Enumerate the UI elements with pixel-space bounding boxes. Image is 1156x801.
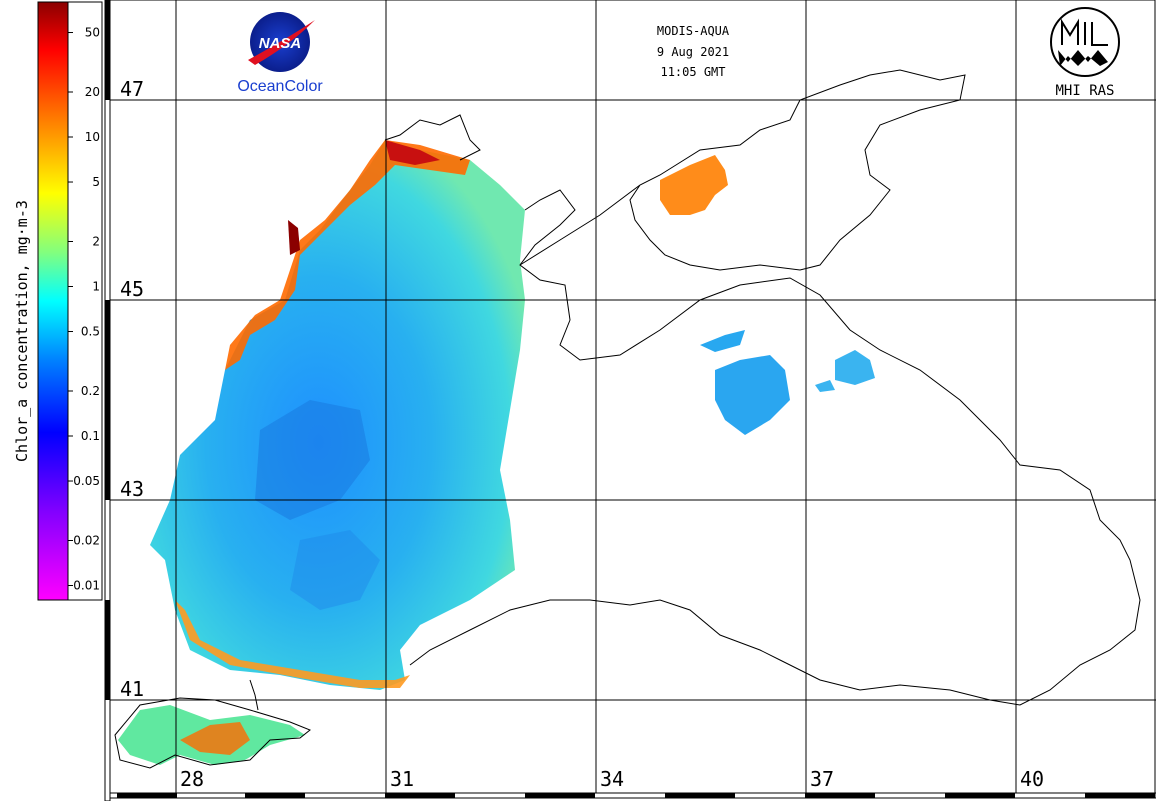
lon-label-40: 40 xyxy=(1020,767,1044,791)
colorbar-ticks: 50 20 10 5 2 1 0.5 0.2 0.1 0.05 0.02 0.01 xyxy=(68,26,100,593)
oceancolor-text: OceanColor xyxy=(237,78,323,95)
coastal-high-south xyxy=(175,600,410,688)
coastline-west-marmara xyxy=(114,697,311,769)
left-scale-bar xyxy=(104,0,111,801)
lat-label-47: 47 xyxy=(120,77,144,101)
east-patch-1 xyxy=(715,355,790,435)
nasa-wordmark: NASA xyxy=(259,35,302,52)
colorbar-tick-label: 0.02 xyxy=(73,534,100,548)
colorbar-frame xyxy=(67,1,103,601)
azov-chlorophyll xyxy=(660,155,728,215)
graticule xyxy=(110,0,1156,793)
colorbar-tick-label: 1 xyxy=(92,280,100,294)
map-frame xyxy=(109,0,1156,794)
colorbar-tick-label: 20 xyxy=(85,85,100,99)
lon-label-28: 28 xyxy=(180,767,204,791)
chlorophyll-low-swirl xyxy=(290,530,380,610)
colorbar-tick-label: 10 xyxy=(85,130,100,144)
mhi-letters-icon xyxy=(1061,18,1108,46)
mhi-logo: MHI RAS xyxy=(1050,7,1120,99)
lat-label-45: 45 xyxy=(120,277,144,301)
marmara-high xyxy=(180,722,250,755)
colorbar-tick-label: 0.05 xyxy=(73,474,100,488)
colorbar-tick-label: 0.01 xyxy=(73,579,100,593)
dniester-liman xyxy=(288,220,300,255)
lon-label-34: 34 xyxy=(600,767,624,791)
lon-label-37: 37 xyxy=(810,767,834,791)
bosporus-connection xyxy=(249,679,259,711)
east-patch-4 xyxy=(815,380,835,392)
coastal-high-north xyxy=(225,140,470,370)
colorbar-tick-label: 2 xyxy=(92,235,100,249)
colorbar-title: Chlor_a concentration, mg·m-3 xyxy=(13,200,31,462)
sensor-label: MODIS-AQUA xyxy=(657,24,730,38)
lon-label-31: 31 xyxy=(390,767,414,791)
bottom-scale-bar xyxy=(109,792,1156,799)
mhi-waves-icon xyxy=(1058,50,1108,66)
lat-label-43: 43 xyxy=(120,477,144,501)
mhi-ras-text: MHI RAS xyxy=(1055,83,1114,99)
map-area: 47 45 43 41 28 31 34 37 40 xyxy=(109,0,1156,794)
colorbar-tick-label: 5 xyxy=(92,175,100,189)
nasa-logo: NASA OceanColor xyxy=(237,12,323,95)
chlorophyll-low-core xyxy=(255,400,370,520)
coastline-north xyxy=(384,114,481,161)
colorbar: 50 20 10 5 2 1 0.5 0.2 0.1 0.05 0.02 0.01 Chlor_a c… xyxy=(13,1,103,601)
date-label: 9 Aug 2021 xyxy=(657,45,729,59)
header-info: MODIS-AQUA 9 Aug 2021 11:05 GMT xyxy=(657,24,730,79)
time-label: 11:05 GMT xyxy=(660,65,725,79)
colorbar-tick-label: 0.2 xyxy=(81,384,100,398)
coastline-east xyxy=(409,189,1141,706)
coastal-very-high xyxy=(385,140,440,165)
colorbar-tick-label: 50 xyxy=(85,26,100,40)
lat-label-41: 41 xyxy=(120,677,144,701)
nasa-swoosh-icon xyxy=(248,20,315,65)
colorbar-tick-label: 0.1 xyxy=(81,429,100,443)
colorbar-tick-label: 0.5 xyxy=(81,325,100,339)
east-patch-2 xyxy=(700,330,745,352)
coastline-crimea-azov xyxy=(519,69,966,271)
east-patch-3 xyxy=(835,350,875,385)
colorbar-gradient xyxy=(37,1,69,601)
